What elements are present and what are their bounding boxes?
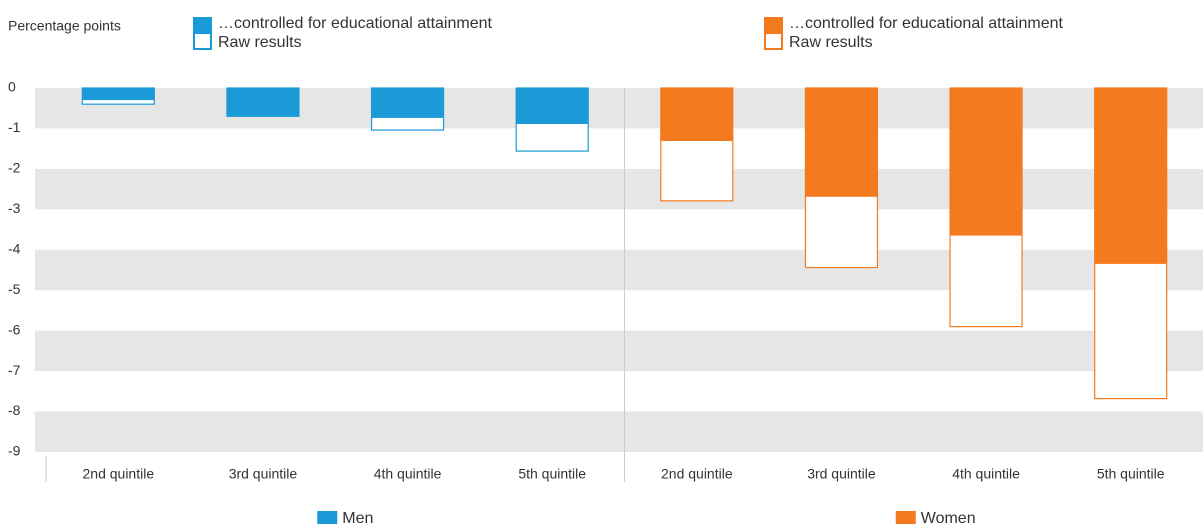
bar-controlled (1094, 88, 1167, 264)
y-tick-label: -6 (8, 321, 21, 337)
legend-swatch (895, 511, 916, 524)
bar-controlled (516, 88, 589, 124)
y-tick-label: 0 (8, 79, 16, 95)
y-tick-label: -4 (8, 240, 21, 256)
grid-band (35, 88, 1203, 129)
y-tick-label: -1 (8, 119, 21, 135)
legend-label: …controlled for educational attainment (218, 15, 492, 32)
y-tick-label: -8 (8, 402, 21, 418)
legend-swatch-raw (193, 32, 212, 50)
legend-label: Men (342, 510, 373, 527)
x-tick-label: 2nd quintile (661, 466, 733, 482)
legend-swatch-controlled (193, 17, 212, 33)
y-tick-label: -3 (8, 200, 21, 216)
x-tick-label: 2nd quintile (83, 466, 155, 482)
x-tick-label: 3rd quintile (807, 466, 876, 482)
grid-band (35, 330, 1203, 372)
y-tick-label: -9 (8, 443, 21, 459)
x-tick-label: 5th quintile (1097, 466, 1165, 482)
bar-controlled (950, 88, 1023, 236)
legend-swatch-raw (764, 32, 783, 50)
grid-band (35, 249, 1203, 291)
y-tick-label: -5 (8, 281, 21, 297)
bar-controlled (226, 88, 299, 117)
legend-label: Women (921, 510, 976, 527)
x-tick-label: 5th quintile (518, 466, 586, 482)
x-tick-label: 3rd quintile (229, 466, 298, 482)
bar-controlled (660, 88, 733, 141)
grid-band (35, 168, 1203, 210)
y-axis-label: Percentage points (8, 18, 121, 34)
bar-controlled (371, 88, 444, 118)
y-tick-label: -7 (8, 362, 21, 378)
legend-swatch (317, 511, 338, 524)
x-tick-label: 4th quintile (952, 466, 1020, 482)
grid-band (35, 411, 1203, 452)
legend-swatch-controlled (764, 17, 783, 33)
legend-label: Raw results (218, 34, 302, 51)
x-tick-label: 4th quintile (374, 466, 442, 482)
bar-controlled (805, 88, 878, 197)
bar-controlled (82, 88, 155, 101)
legend-label: …controlled for educational attainment (789, 15, 1063, 32)
y-tick-label: -2 (8, 160, 21, 176)
legend-label: Raw results (789, 34, 873, 51)
